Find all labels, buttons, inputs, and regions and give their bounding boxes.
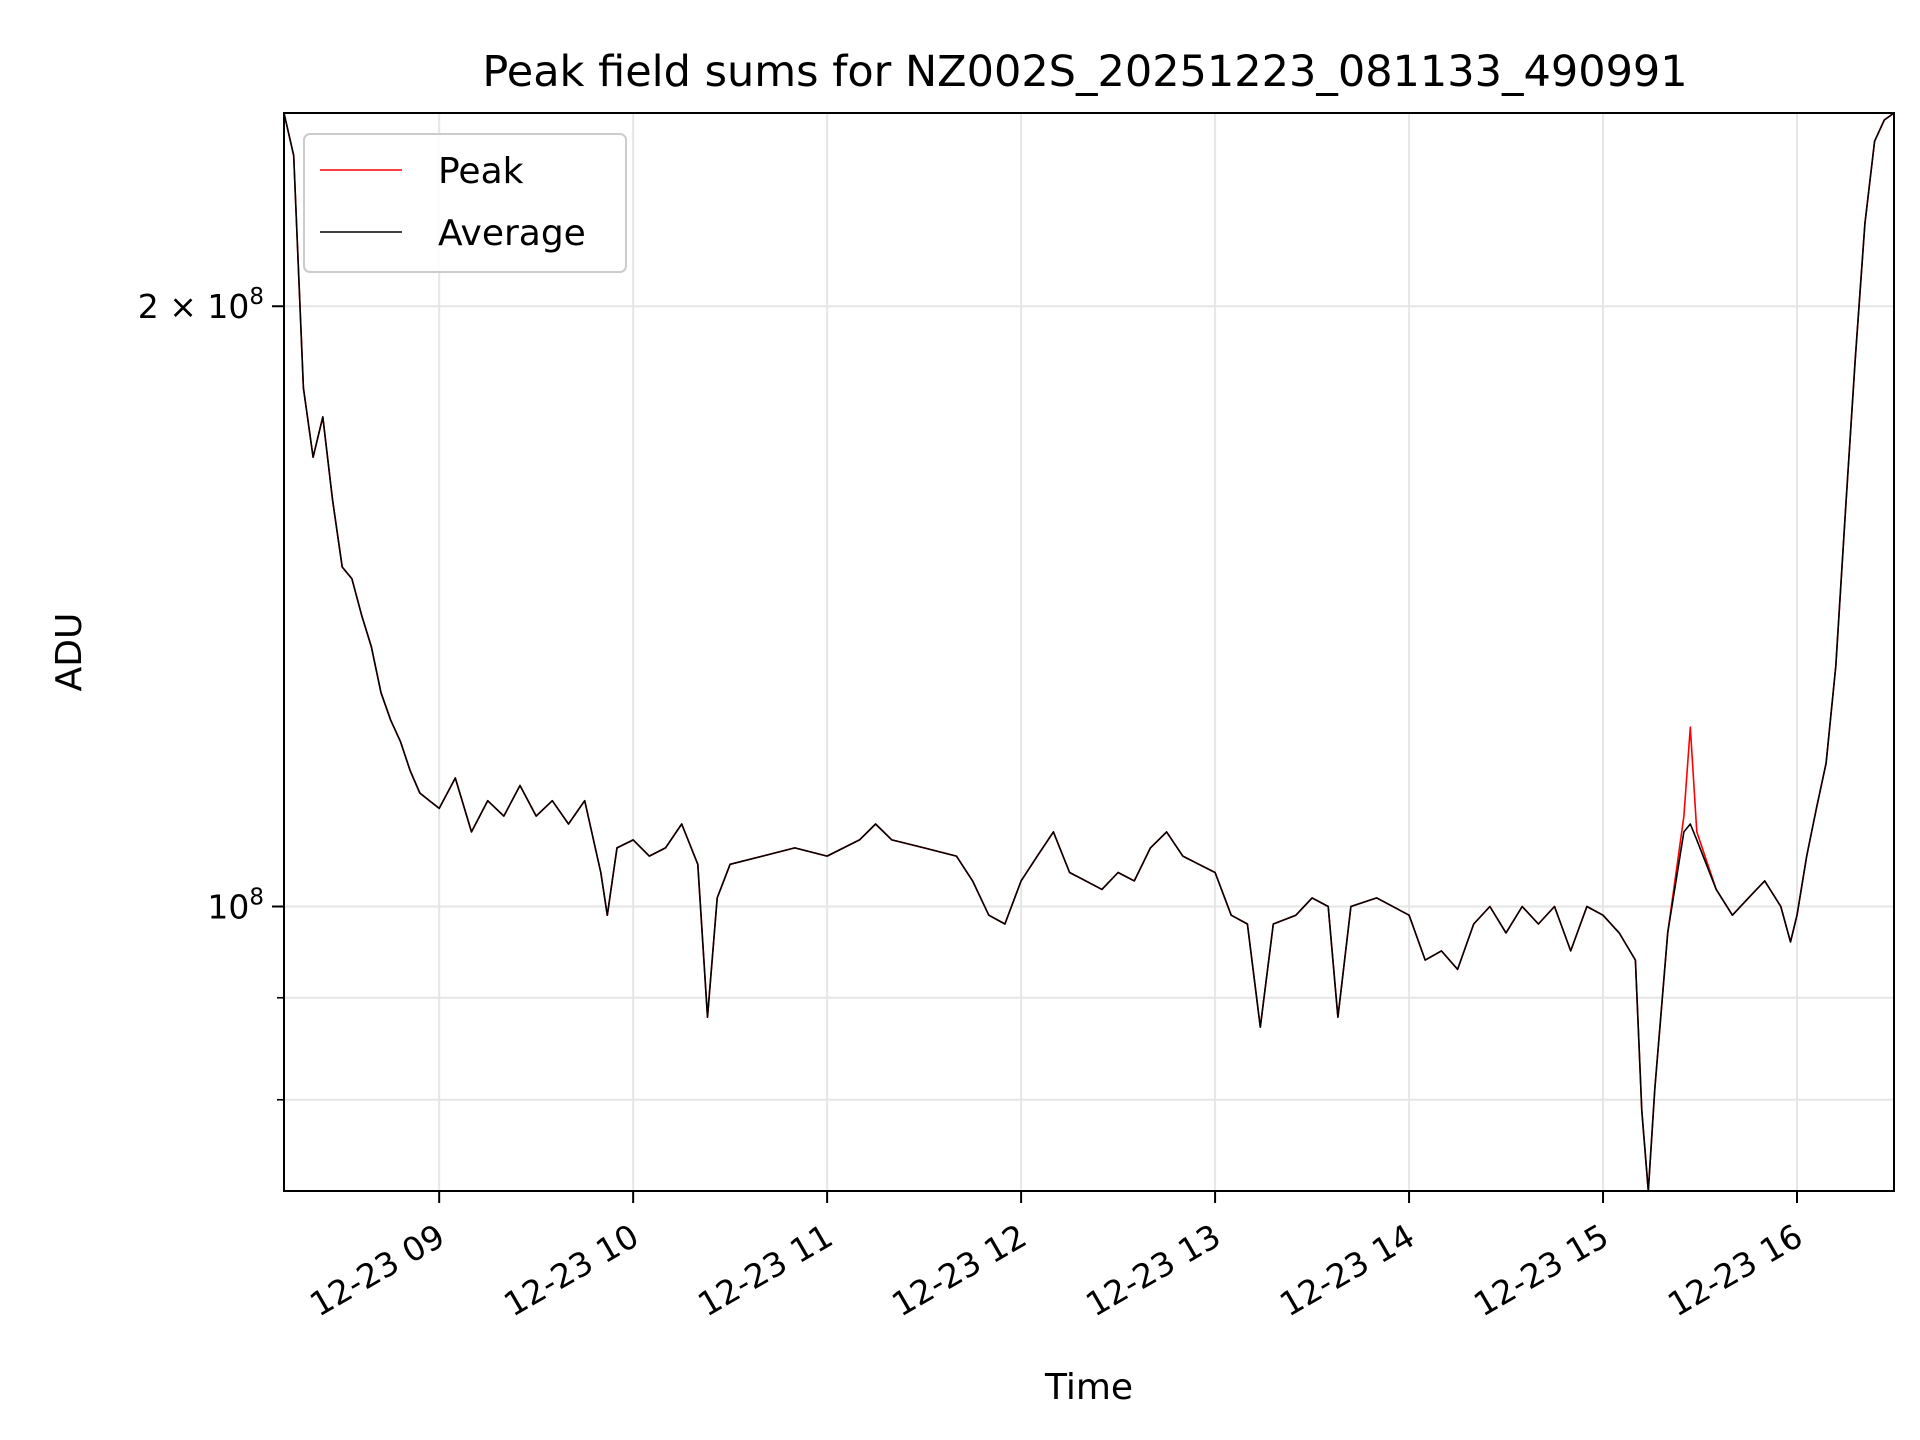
legend-label-average: Average [438, 213, 586, 254]
series-line-peak [283, 112, 1895, 1192]
x-axis-title: Time [1044, 1367, 1133, 1408]
y-tick-label: 2 × 108 [138, 284, 264, 326]
series-line-average [283, 112, 1895, 1192]
x-tick-label: 12-23 15 [1467, 1216, 1615, 1324]
series-layer [283, 112, 1895, 1192]
plot-frame [283, 112, 1895, 1192]
x-tick-label: 12-23 13 [1079, 1216, 1227, 1324]
x-tick-label: 12-23 10 [497, 1216, 645, 1324]
x-tick-label: 12-23 11 [691, 1216, 839, 1324]
grid-layer [284, 113, 1894, 1191]
x-tick-label: 12-23 14 [1273, 1216, 1421, 1324]
axis-layer: 12-23 09 12-23 10 12-23 11 12-23 12 12-23 13… [138, 284, 1809, 1324]
chart-title: Peak field sums for NZ002S_20251223_0811… [482, 47, 1687, 97]
legend-box [303, 133, 627, 273]
x-tick-label: 12-23 12 [885, 1216, 1033, 1324]
y-axis-title: ADU [49, 613, 90, 692]
y-tick-label: 108 [207, 885, 264, 927]
x-tick-label: 12-23 09 [303, 1216, 451, 1324]
x-tick-label: 12-23 16 [1661, 1216, 1809, 1324]
legend-label-peak: Peak [438, 151, 524, 192]
legend: Peak Average [303, 133, 627, 273]
